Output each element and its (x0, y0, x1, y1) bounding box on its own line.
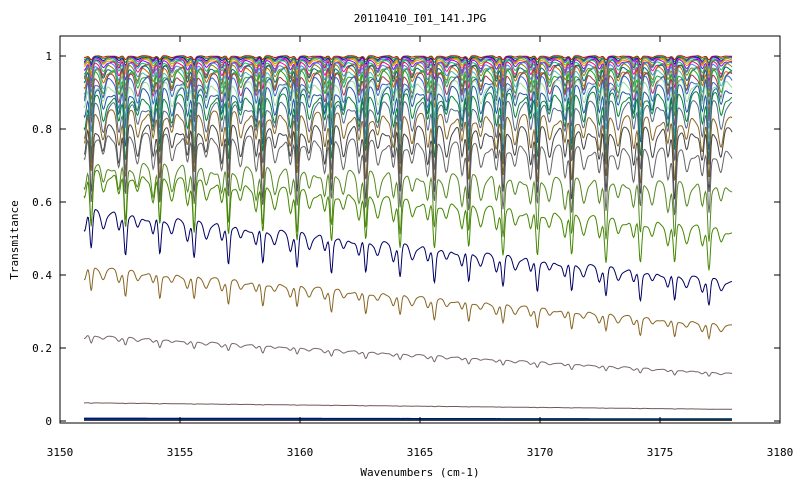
x-axis-ticks: 3150 3155 3160 3165 3170 3175 3180 (47, 36, 794, 459)
series-line (83, 169, 733, 271)
x-tick-label: 3180 (767, 446, 794, 459)
series-line (83, 84, 733, 153)
y-tick-label: 1 (45, 50, 52, 63)
series-line (84, 335, 733, 377)
series-line (84, 267, 733, 341)
x-tick-label: 3165 (407, 446, 434, 459)
series-layer (83, 55, 733, 421)
x-tick-label: 3175 (647, 446, 674, 459)
series-line (84, 124, 733, 200)
y-tick-label: 0.4 (32, 269, 52, 282)
series-line (83, 109, 733, 184)
y-axis-ticks: 0 0.2 0.4 0.6 0.8 1 (32, 50, 780, 428)
series-line (83, 162, 733, 242)
y-tick-label: 0.6 (32, 196, 52, 209)
series-line (83, 209, 733, 306)
y-tick-label: 0 (45, 415, 52, 428)
x-tick-label: 3150 (47, 446, 74, 459)
x-axis-label: Wavenumbers (cm-1) (360, 466, 479, 479)
x-tick-label: 3170 (527, 446, 554, 459)
series-line (83, 75, 733, 136)
y-axis-label: Transmitance (8, 200, 21, 279)
series-line (83, 55, 732, 61)
series-line (83, 132, 733, 216)
x-tick-label: 3155 (167, 446, 194, 459)
series-line (83, 78, 733, 144)
y-tick-label: 0.2 (32, 342, 52, 355)
x-tick-label: 3160 (287, 446, 314, 459)
series-line (84, 402, 732, 410)
y-tick-label: 0.8 (32, 123, 52, 136)
chart-title: 20110410_I01_141.JPG (354, 12, 486, 25)
